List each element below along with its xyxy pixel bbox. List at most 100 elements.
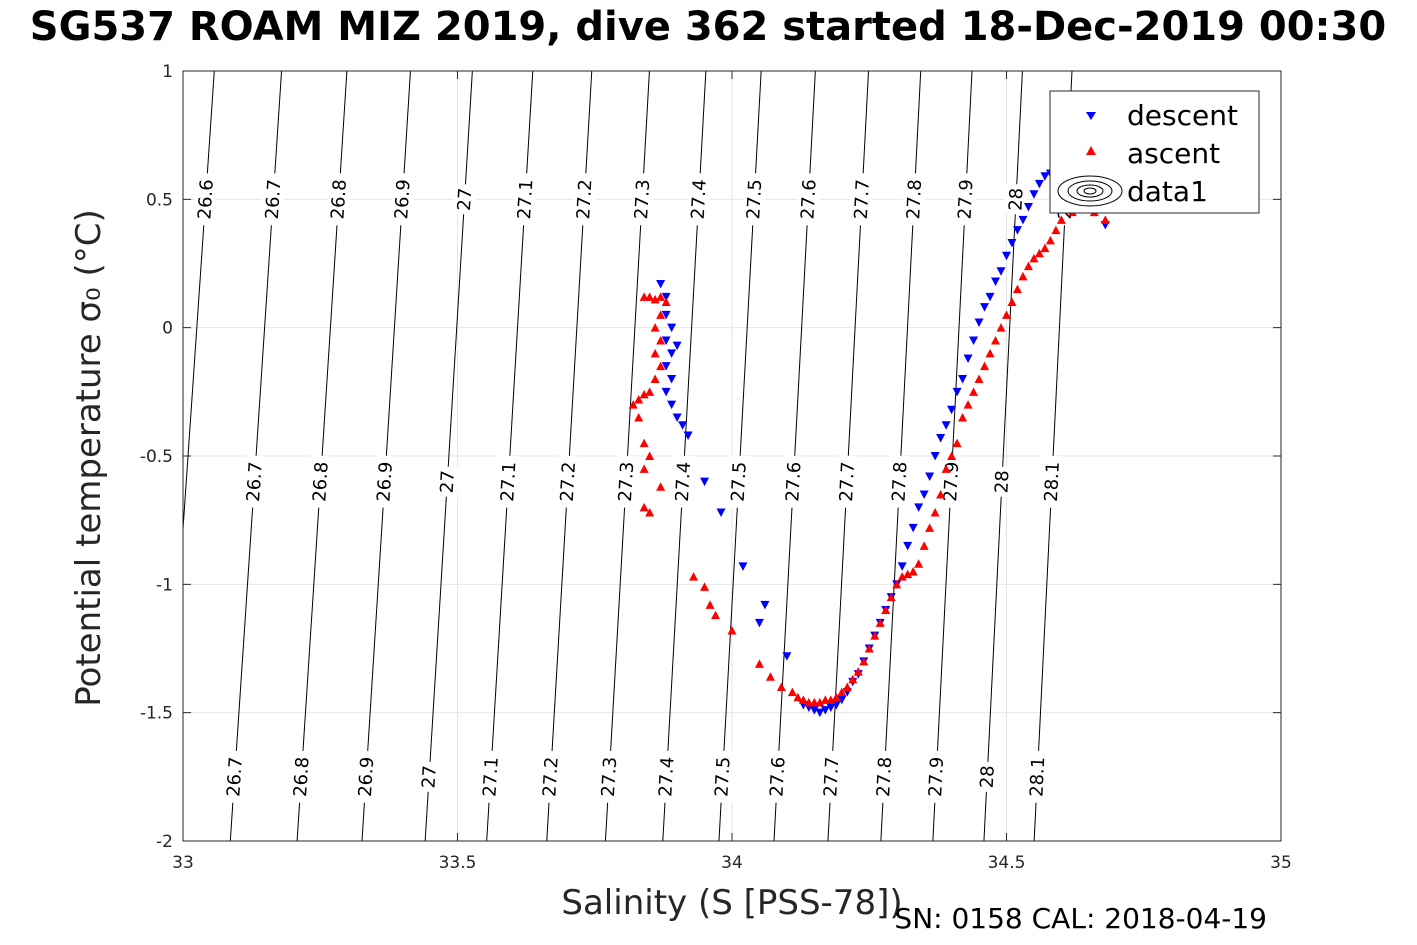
isopycnal-label: 27.7 [834, 455, 860, 509]
isopycnal-label-bg [923, 750, 949, 804]
ascent-point [1012, 284, 1022, 294]
isopycnal-label-text: 27.7 [820, 756, 843, 797]
ascent-point [650, 323, 660, 332]
descent-point [958, 375, 968, 384]
ascent-point [711, 610, 721, 620]
isopycnal-label-text: 27.6 [797, 179, 820, 220]
isopycnal-label-text: 27 [418, 765, 440, 789]
isopycnal-label-text: 26.7 [223, 756, 247, 797]
isopycnal-label-bg [953, 172, 978, 226]
descent-point [996, 267, 1006, 276]
isopycnal-label-bg [353, 750, 379, 804]
isopycnal-label: 26.8 [288, 750, 314, 804]
isopycnal-label-text: 26.7 [243, 461, 267, 502]
isopycnal-label-bg [901, 172, 927, 226]
legend[interactable]: descent ascent data1 [1049, 90, 1260, 214]
ascent-point [798, 695, 808, 704]
isopycnal-label-bg [710, 750, 735, 804]
isopycnal-label-text: 27.6 [782, 461, 805, 502]
isopycnal-label-bg [741, 172, 767, 226]
isopycnal-label: 27.3 [613, 455, 639, 509]
ascent-point [661, 297, 671, 306]
isopycnal-label-bg [307, 455, 334, 509]
isopycnal-label-text: 27 [454, 187, 476, 211]
descent-point [1012, 226, 1022, 235]
legend-ascent-marker [1086, 146, 1096, 155]
ascent-point [705, 600, 715, 609]
isopycnal-label-bg [726, 455, 752, 509]
isopycnal-label-bg [260, 172, 286, 226]
ascent-point [881, 605, 891, 614]
descent-point [991, 277, 1001, 286]
isopycnal-label-bg [512, 172, 538, 226]
isopycnal-label-text: 26.9 [373, 461, 396, 502]
ascent-point [1051, 225, 1061, 235]
y-tick-label: -1 [156, 575, 173, 595]
isopycnal-label-bg [192, 172, 219, 226]
isopycnal-label: 27.6 [765, 750, 790, 804]
isopycnal-label-text: 27.8 [873, 756, 896, 797]
descent-point [974, 318, 984, 328]
ascent-point [996, 323, 1006, 332]
isopycnal-label-text: 26.9 [391, 179, 414, 220]
descent-point [672, 413, 682, 422]
ascent-point [787, 687, 797, 697]
isopycnal-label-text: 27.5 [743, 179, 766, 220]
isopycnal-label: 27.8 [871, 750, 897, 804]
ascent-point [991, 336, 1001, 345]
x-tick-label: 35 [1270, 853, 1292, 873]
ascent-point [645, 507, 655, 517]
isopycnal-label-text: 27.4 [655, 756, 678, 797]
descent-point [837, 695, 847, 705]
isopycnal-label-bg [1039, 455, 1065, 509]
descent-point [897, 562, 907, 571]
isopycnal-label-bg [478, 750, 504, 804]
isopycnal-label-bg [818, 750, 844, 804]
isopycnal-label-bg [372, 455, 398, 509]
x-tick-label: 34 [721, 853, 743, 873]
isopycnal-label-text: 28 [1005, 187, 1027, 211]
ascent-point [634, 395, 644, 404]
isopycnal-label-bg [629, 172, 655, 226]
descent-point [941, 421, 951, 430]
ascent-point [1023, 261, 1033, 271]
isopycnal-label-bg [765, 750, 790, 804]
x-tick-label: 33.5 [439, 853, 477, 873]
isopycnal-label-text: 27.8 [888, 461, 911, 502]
isopycnal-label-text: 27.3 [615, 461, 638, 502]
isopycnal-label-text: 27.2 [557, 461, 580, 502]
isopycnal-label: 28 [1004, 183, 1028, 215]
isopycnal-label-text: 26.8 [327, 179, 351, 220]
isopycnal-label-text: 27.1 [514, 179, 537, 220]
descent-point [985, 292, 995, 302]
isopycnal-label-text: 27.5 [711, 756, 734, 797]
ascent-point [980, 361, 990, 371]
ascent-point [727, 626, 737, 635]
x-axis-label: Salinity (S [PSS-78]) [561, 883, 902, 923]
y-tick-label: -1.5 [140, 704, 173, 724]
isopycnal-label-text: 26.8 [309, 461, 333, 502]
ascent-point [1018, 271, 1028, 281]
ascent-point [650, 374, 660, 383]
descent-point [919, 490, 929, 499]
isopycnal-label-text: 27 [437, 470, 459, 494]
ascent-point [639, 502, 649, 512]
isopycnal-label: 27.7 [818, 750, 844, 804]
descent-point [809, 706, 819, 715]
isopycnal-label-text: 27.9 [954, 179, 977, 220]
ascent-point [656, 336, 666, 345]
ascent-point [1100, 215, 1110, 224]
isopycnal-label-bg [326, 172, 352, 226]
ascent-point [897, 572, 907, 581]
isopycnal-label: 27.8 [887, 455, 912, 509]
isopycnal-label-text: 27.1 [497, 461, 520, 502]
descent-point [656, 280, 666, 289]
isopycnal-label-text: 27.2 [539, 756, 562, 797]
isopycnal-label: 26.7 [241, 455, 268, 509]
isopycnal-label: 27.7 [849, 172, 875, 226]
isopycnal-label-bg [435, 466, 460, 498]
ascent-point [908, 567, 918, 576]
descent-point [672, 341, 682, 351]
legend-data1-label: data1 [1127, 175, 1208, 208]
